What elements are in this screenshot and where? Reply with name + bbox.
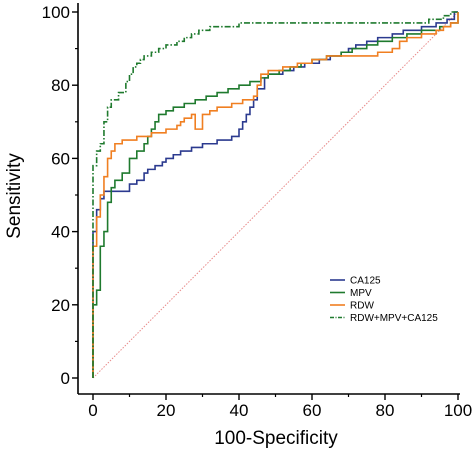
x-tick-label: 60 xyxy=(303,401,322,420)
series-line-mpv xyxy=(92,12,459,378)
x-tick-label: 100 xyxy=(444,401,472,420)
x-tick-label: 40 xyxy=(230,401,249,420)
reference-line-layer xyxy=(92,11,459,379)
series-line-rdw xyxy=(92,12,459,378)
x-axis-title: 100-Specificity xyxy=(214,428,338,449)
axes-layer xyxy=(77,3,460,395)
legend-label: CA125 xyxy=(350,276,381,287)
y-tick-label: 0 xyxy=(61,369,70,388)
legend-label: MPV xyxy=(350,288,372,299)
legend-label: RDW+MPV+CA125 xyxy=(350,313,438,324)
x-tick-label: 0 xyxy=(88,401,97,420)
y-tick-label: 40 xyxy=(51,223,70,242)
y-tick-label: 60 xyxy=(51,149,70,168)
y-tick-label: 20 xyxy=(51,296,70,315)
reference-diagonal-line xyxy=(92,11,459,379)
y-axis-title: Sensitivity xyxy=(4,153,25,239)
x-tick-label: 80 xyxy=(376,401,395,420)
series-line-rdw-mpv-ca125 xyxy=(92,11,458,378)
y-tick-label: 100 xyxy=(42,3,70,22)
y-tick-label: 80 xyxy=(51,76,70,95)
series-layer xyxy=(92,11,459,378)
legend-label: RDW xyxy=(350,301,374,312)
x-tick-label: 20 xyxy=(157,401,176,420)
ticks-layer: 0 20 40 60 80 100 0 20 40 60 80 100 xyxy=(42,3,473,420)
